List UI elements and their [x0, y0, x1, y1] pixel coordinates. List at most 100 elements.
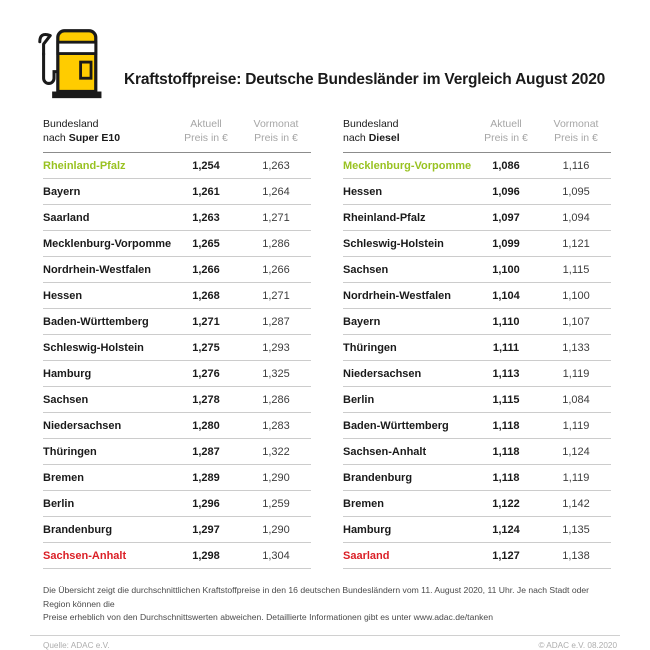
- table-row: Hamburg 1,124 1,135: [343, 517, 611, 544]
- previous-price: 1,107: [562, 315, 590, 328]
- current-price: 1,099: [492, 237, 520, 250]
- state-name: Hessen: [343, 185, 383, 198]
- table-row: Thüringen 1,287 1,322: [43, 439, 311, 466]
- previous-price: 1,119: [562, 419, 590, 432]
- current-price: 1,100: [492, 263, 520, 276]
- table-row: Sachsen 1,278 1,286: [43, 387, 311, 414]
- current-price: 1,268: [192, 289, 220, 302]
- previous-price: 1,287: [262, 315, 290, 328]
- table-row: Saarland 1,127 1,138: [343, 543, 611, 570]
- table-row: Bremen 1,122 1,142: [343, 491, 611, 518]
- table-header: Bundesland nach Super E10 Aktuell Preis …: [43, 111, 311, 154]
- state-name: Brandenburg: [343, 471, 413, 484]
- table-row: Brandenburg 1,118 1,119: [343, 465, 611, 492]
- table-row: Nordrhein-Westfalen 1,104 1,100: [343, 283, 611, 310]
- tables-container: Bundesland nach Super E10 Aktuell Preis …: [0, 107, 650, 570]
- current-price: 1,122: [492, 497, 520, 510]
- table-row: Bayern 1,261 1,264: [43, 179, 311, 206]
- table-row: Rheinland-Pfalz 1,254 1,263: [43, 153, 311, 180]
- previous-price: 1,271: [262, 211, 290, 224]
- state-name: Baden-Württemberg: [43, 315, 149, 328]
- previous-price: 1,133: [562, 341, 590, 354]
- previous-price: 1,100: [562, 289, 590, 302]
- previous-price: 1,304: [262, 549, 290, 562]
- table-body: Mecklenburg-Vorpommern 1,086 1,116 Hessen 1,…: [343, 153, 611, 570]
- table-row: Sachsen-Anhalt 1,118 1,124: [343, 439, 611, 466]
- current-price: 1,115: [492, 393, 520, 406]
- column-header-current: Aktuell Preis in €: [484, 118, 528, 145]
- state-name: Brandenburg: [43, 523, 113, 536]
- table-row: Sachsen-Anhalt 1,298 1,304: [43, 543, 311, 570]
- previous-price: 1,116: [562, 159, 590, 172]
- state-name: Hamburg: [43, 367, 92, 380]
- footer-divider: [30, 635, 620, 637]
- table-row: Brandenburg 1,297 1,290: [43, 517, 311, 544]
- current-price: 1,289: [192, 471, 220, 484]
- state-name: Bremen: [343, 497, 384, 510]
- state-name: Mecklenburg-Vorpommern: [43, 237, 171, 250]
- current-price: 1,254: [192, 159, 220, 172]
- previous-price: 1,322: [262, 445, 290, 458]
- state-name: Thüringen: [343, 341, 397, 354]
- state-name: Thüringen: [43, 445, 97, 458]
- current-price: 1,118: [492, 419, 520, 432]
- current-price: 1,275: [192, 341, 220, 354]
- current-price: 1,118: [492, 445, 520, 458]
- current-price: 1,271: [192, 315, 220, 328]
- state-name: Sachsen: [343, 263, 389, 276]
- previous-price: 1,263: [262, 159, 290, 172]
- footnote-line1: Die Übersicht zeigt die durchschnittlich…: [43, 585, 590, 609]
- column-header-fuel-prefix: nach: [43, 132, 66, 145]
- table-row: Baden-Württemberg 1,118 1,119: [343, 413, 611, 440]
- state-name: Niedersachsen: [43, 419, 122, 432]
- column-header-fuel-name: Super E10: [68, 132, 121, 145]
- table-row: Niedersachsen 1,113 1,119: [343, 361, 611, 388]
- current-price: 1,118: [492, 471, 520, 484]
- current-price: 1,096: [492, 185, 520, 198]
- footnote: Die Übersicht zeigt die durchschnittlich…: [43, 584, 607, 624]
- previous-price: 1,283: [262, 419, 290, 432]
- column-header-previous: Vormonat Preis in €: [253, 118, 299, 145]
- table-row: Thüringen 1,111 1,133: [343, 335, 611, 362]
- state-name: Saarland: [43, 211, 90, 224]
- table-row: Sachsen 1,100 1,115: [343, 257, 611, 284]
- table-row: Rheinland-Pfalz 1,097 1,094: [343, 205, 611, 232]
- previous-price: 1,142: [562, 497, 590, 510]
- table-row: Hamburg 1,276 1,325: [43, 361, 311, 388]
- state-name: Bayern: [343, 315, 381, 328]
- column-header-state-line1: Bundesland: [43, 118, 99, 130]
- column-header-current: Aktuell Preis in €: [184, 118, 228, 145]
- previous-price: 1,290: [262, 471, 290, 484]
- current-price: 1,127: [492, 549, 520, 562]
- table-header: Bundesland nach Diesel Aktuell Preis in …: [343, 111, 611, 154]
- previous-price: 1,115: [562, 263, 590, 276]
- column-header-state-line1: Bundesland: [343, 118, 399, 130]
- table-body: Rheinland-Pfalz 1,254 1,263 Bayern 1,261 1,26…: [43, 153, 311, 570]
- current-price: 1,265: [192, 237, 220, 250]
- current-price: 1,124: [492, 523, 520, 536]
- previous-price: 1,084: [562, 393, 590, 406]
- table-row: Bayern 1,110 1,107: [343, 309, 611, 336]
- current-price: 1,297: [192, 523, 220, 536]
- current-price: 1,110: [492, 315, 520, 328]
- table-row: Saarland 1,263 1,271: [43, 205, 311, 232]
- previous-price: 1,271: [262, 289, 290, 302]
- current-price: 1,104: [492, 289, 520, 302]
- table-row: Mecklenburg-Vorpommern 1,086 1,116: [343, 153, 611, 180]
- footnote-line2: Preise erheblich von den Durchschnittswe…: [43, 611, 493, 622]
- previous-price: 1,094: [562, 211, 590, 224]
- state-name: Bremen: [43, 471, 84, 484]
- state-name: Mecklenburg-Vorpommern: [343, 159, 471, 172]
- state-name: Nordrhein-Westfalen: [43, 263, 151, 276]
- state-name: Hamburg: [343, 523, 392, 536]
- column-header-fuel-name: Diesel: [368, 132, 400, 145]
- table-row: Baden-Württemberg 1,271 1,287: [43, 309, 311, 336]
- source-label: Quelle: ADAC e.V.: [43, 641, 110, 650]
- previous-price: 1,264: [262, 185, 290, 198]
- table-diesel: Bundesland nach Diesel Aktuell Preis in …: [343, 111, 611, 570]
- previous-price: 1,121: [562, 237, 590, 250]
- state-name: Schleswig-Holstein: [43, 341, 144, 354]
- state-name: Niedersachsen: [343, 367, 422, 380]
- previous-price: 1,286: [262, 393, 290, 406]
